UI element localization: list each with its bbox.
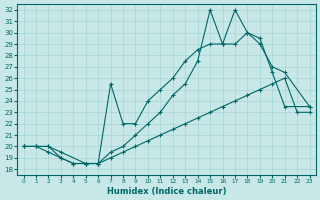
X-axis label: Humidex (Indice chaleur): Humidex (Indice chaleur) — [107, 187, 226, 196]
